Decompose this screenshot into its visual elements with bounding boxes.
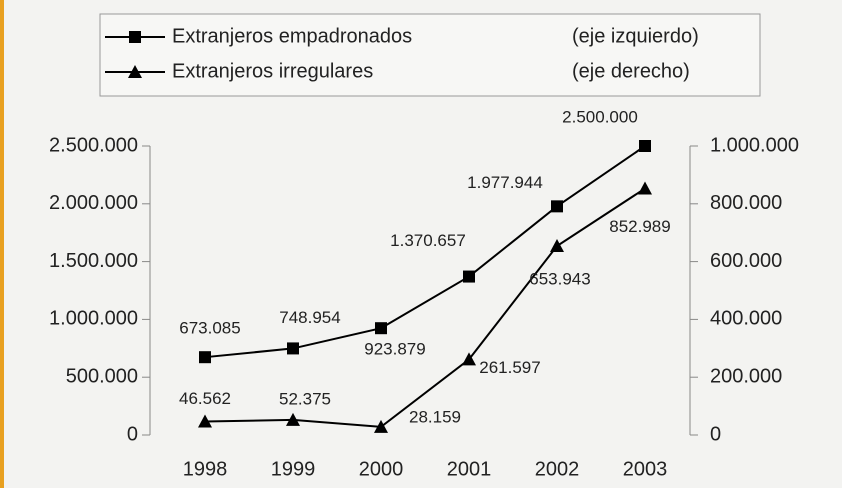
legend-marker xyxy=(129,31,141,43)
value-label: 261.597 xyxy=(479,358,540,377)
value-label: 653.943 xyxy=(529,269,590,288)
point xyxy=(638,181,652,195)
x-tick-label: 2000 xyxy=(359,458,404,480)
y-tick-label: 2.000.000 xyxy=(49,192,138,214)
point xyxy=(286,412,300,426)
legend-label: Extranjeros empadronados xyxy=(172,25,412,47)
point xyxy=(462,352,476,366)
value-label: 1.977.944 xyxy=(467,173,543,192)
y-tick-label: 1.000.000 xyxy=(49,308,138,330)
point xyxy=(199,351,211,364)
point xyxy=(639,140,651,152)
legend-label: Extranjeros irregulares xyxy=(172,60,373,82)
point xyxy=(550,239,564,253)
point xyxy=(463,270,475,283)
y2-tick-label: 800.000 xyxy=(710,192,782,214)
edge xyxy=(0,0,4,488)
y-tick-label: 0 xyxy=(127,423,138,445)
value-label: 2.500.000 xyxy=(562,107,638,126)
value-label: 923.879 xyxy=(364,340,425,359)
y2-tick-label: 400.000 xyxy=(710,308,782,330)
y2-tick-label: 1.000.000 xyxy=(710,134,799,156)
y-tick-label: 2.500.000 xyxy=(49,134,138,156)
x-tick-label: 2003 xyxy=(623,458,668,480)
value-label: 46.562 xyxy=(179,389,231,408)
y-tick-label: 500.000 xyxy=(66,365,138,387)
value-label: 28.159 xyxy=(409,407,461,426)
point xyxy=(551,200,563,213)
y2-tick-label: 600.000 xyxy=(710,250,782,272)
legend-note: (eje izquierdo) xyxy=(572,25,699,47)
value-label: 748.954 xyxy=(279,308,340,327)
value-label: 52.375 xyxy=(279,389,331,408)
x-tick-label: 2001 xyxy=(447,458,492,480)
y2-tick-label: 0 xyxy=(710,423,721,445)
x-tick-label: 1999 xyxy=(271,458,316,480)
line xyxy=(204,145,646,359)
point xyxy=(374,419,388,433)
legend-marker xyxy=(128,65,142,78)
legend-box xyxy=(99,13,761,97)
point xyxy=(198,414,212,428)
y-tick-label: 1.500.000 xyxy=(49,250,138,272)
value-label: 673.085 xyxy=(179,319,240,338)
x-tick-label: 2002 xyxy=(535,458,580,480)
point xyxy=(375,322,387,335)
value-label: 852.989 xyxy=(609,217,670,236)
value-label: 1.370.657 xyxy=(390,231,466,250)
line xyxy=(204,187,646,428)
y2-tick-label: 200.000 xyxy=(710,365,782,387)
point xyxy=(287,342,299,355)
x-tick-label: 1998 xyxy=(183,458,228,480)
legend-note: (eje derecho) xyxy=(572,60,690,82)
